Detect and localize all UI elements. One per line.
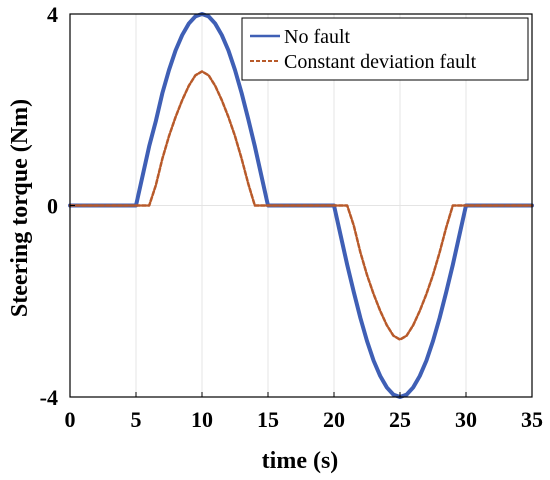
legend-label-constant-deviation-fault: Constant deviation fault — [284, 51, 477, 73]
x-tick-label: 30 — [455, 407, 477, 432]
axes — [69, 13, 533, 398]
legend-label-no-fault: No fault — [284, 26, 351, 48]
y-tick-label: -4 — [40, 385, 58, 410]
x-tick-label: 15 — [257, 407, 279, 432]
series-layer — [68, 12, 534, 399]
legend: No fault Constant deviation fault — [241, 17, 529, 81]
x-tick-label: 25 — [389, 407, 411, 432]
tick-layer: 0 5 10 15 20 25 30 35 -4 0 4 — [40, 2, 543, 432]
x-tick-label: 10 — [191, 407, 213, 432]
y-tick-label: 0 — [47, 194, 58, 219]
x-tick-label: 35 — [521, 407, 543, 432]
x-tick-label: 5 — [131, 407, 142, 432]
x-tick-label: 20 — [323, 407, 345, 432]
x-axis-label: time (s) — [262, 448, 339, 474]
x-tick-label: 0 — [65, 407, 76, 432]
legend-box — [241, 17, 529, 81]
y-axis-label: Steering torque (Nm) — [7, 99, 33, 317]
series-line-constant-deviation-fault — [68, 70, 534, 341]
y-tick-label: 4 — [47, 2, 58, 27]
plot-frame — [69, 13, 533, 398]
